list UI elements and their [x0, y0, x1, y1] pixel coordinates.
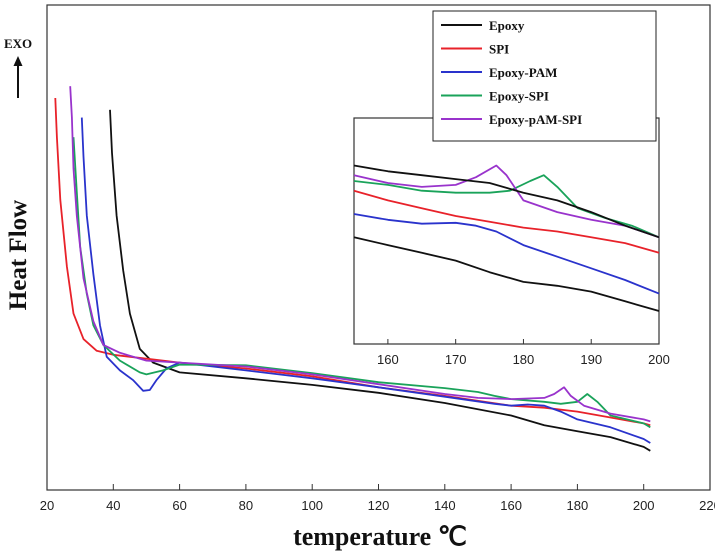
inset-x-ticks: 160 170 180 190 200	[377, 339, 670, 367]
inset-series-line-spi	[353, 189, 660, 254]
y-axis-title: Heat Flow	[5, 200, 32, 310]
legend-label: Epoxy-SPI	[489, 89, 549, 104]
x-tick-label: 40	[106, 498, 120, 513]
legend: Epoxy SPI Epoxy-PAM Epoxy-SPI Epoxy-pAM-SPI	[441, 18, 582, 127]
x-tick-label: 60	[172, 498, 186, 513]
inset-x-tick-label: 160	[377, 352, 399, 367]
series-line-epoxy	[109, 109, 651, 452]
exo-label: EXO	[4, 36, 32, 51]
inset-series-line-epoxy-pam-spi	[353, 164, 660, 239]
x-tick-label: 80	[239, 498, 253, 513]
inset-series-line-epoxy-pam	[353, 213, 660, 295]
inset-series-line-epoxy	[353, 236, 660, 312]
x-tick-label: 120	[368, 498, 390, 513]
inset-x-tick-label: 200	[648, 352, 670, 367]
inset-x-tick-label: 190	[580, 352, 602, 367]
series-line-epoxy-spi	[72, 137, 651, 429]
x-tick-label: 140	[434, 498, 456, 513]
x-tick-label: 220	[699, 498, 715, 513]
inset-series	[353, 164, 660, 312]
x-tick-label: 180	[567, 498, 589, 513]
inset-plot-frame	[353, 117, 660, 345]
x-axis-title: temperature ℃	[293, 522, 467, 551]
legend-label: SPI	[489, 42, 509, 57]
series-line-epoxy-pam	[80, 117, 651, 444]
x-tick-label: 160	[500, 498, 522, 513]
x-tick-label: 200	[633, 498, 655, 513]
inset-x-tick-label: 170	[445, 352, 467, 367]
x-tick-label: 100	[301, 498, 323, 513]
series-line-epoxy-pam-spi	[69, 86, 651, 423]
main-series	[54, 86, 651, 452]
inset-x-tick-label: 180	[513, 352, 535, 367]
legend-label: Epoxy-PAM	[489, 65, 557, 80]
exo-arrow-icon	[13, 56, 23, 66]
legend-label: Epoxy-pAM-SPI	[489, 112, 582, 127]
inset-series-line-epoxy-upper-trace-	[353, 164, 660, 239]
x-tick-label: 20	[40, 498, 54, 513]
main-x-ticks: 20 40 60 80 100 120 140 160 180 200 220	[40, 484, 715, 513]
legend-label: Epoxy	[489, 18, 525, 33]
